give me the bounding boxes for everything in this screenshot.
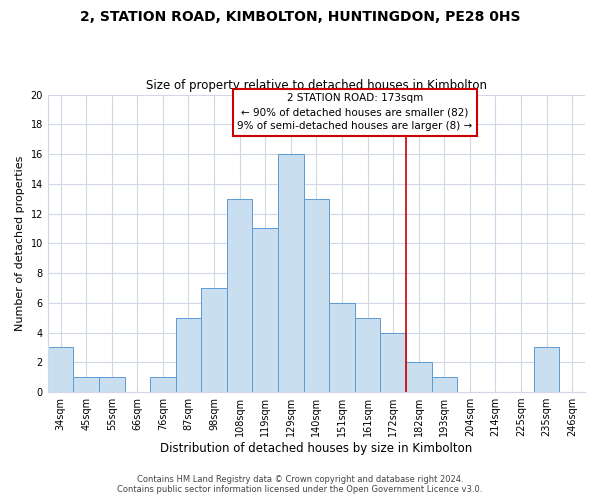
Text: 2, STATION ROAD, KIMBOLTON, HUNTINGDON, PE28 0HS: 2, STATION ROAD, KIMBOLTON, HUNTINGDON, … — [80, 10, 520, 24]
Bar — [73, 377, 99, 392]
Bar — [534, 348, 559, 392]
Bar — [48, 348, 73, 392]
Bar — [278, 154, 304, 392]
Y-axis label: Number of detached properties: Number of detached properties — [15, 156, 25, 331]
Bar — [355, 318, 380, 392]
Text: 2 STATION ROAD: 173sqm
← 90% of detached houses are smaller (82)
9% of semi-deta: 2 STATION ROAD: 173sqm ← 90% of detached… — [237, 94, 472, 132]
Bar — [253, 228, 278, 392]
Bar — [176, 318, 201, 392]
Bar — [227, 198, 253, 392]
Text: Contains HM Land Registry data © Crown copyright and database right 2024.: Contains HM Land Registry data © Crown c… — [137, 474, 463, 484]
Bar — [380, 332, 406, 392]
Bar — [99, 377, 125, 392]
Bar — [406, 362, 431, 392]
Bar — [150, 377, 176, 392]
Bar — [329, 303, 355, 392]
X-axis label: Distribution of detached houses by size in Kimbolton: Distribution of detached houses by size … — [160, 442, 473, 455]
Title: Size of property relative to detached houses in Kimbolton: Size of property relative to detached ho… — [146, 79, 487, 92]
Text: Contains public sector information licensed under the Open Government Licence v3: Contains public sector information licen… — [118, 485, 482, 494]
Bar — [201, 288, 227, 392]
Bar — [431, 377, 457, 392]
Bar — [304, 198, 329, 392]
